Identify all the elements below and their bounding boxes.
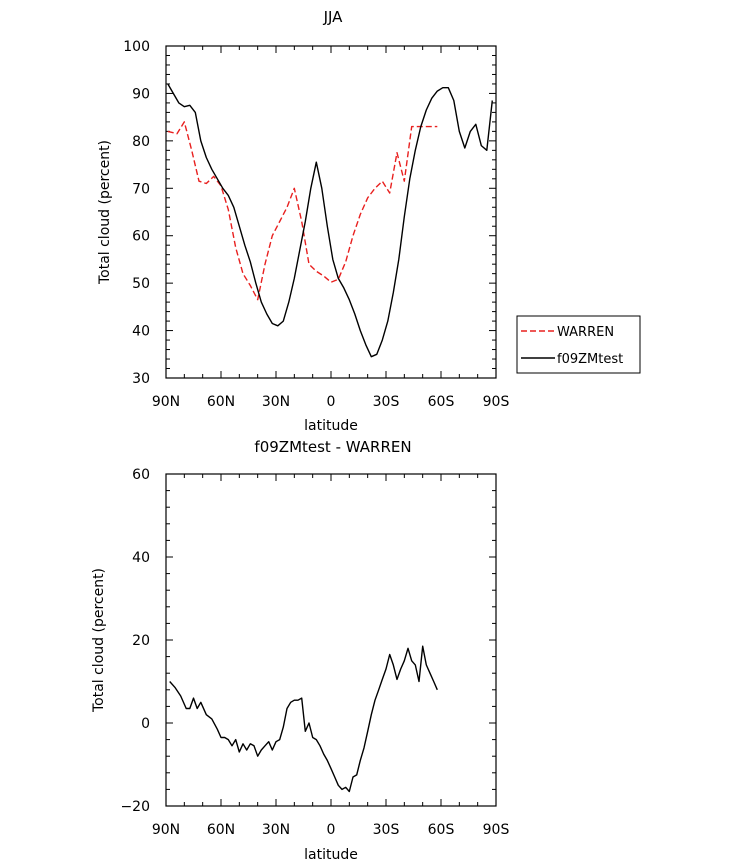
top-x-tick-label: 30S xyxy=(373,394,400,410)
bottom-x-tick-label: 30S xyxy=(373,822,400,838)
bottom-x-axis-title: latitude xyxy=(304,847,358,863)
top-x-tick-label: 90N xyxy=(152,394,180,410)
legend-box xyxy=(516,315,641,374)
bottom-y-ticks: −20 0 20 40 60 xyxy=(120,467,496,815)
bottom-y-tick-label: 20 xyxy=(132,633,150,649)
bottom-y-tick-label: 60 xyxy=(132,467,150,483)
bottom-y-tick-label: −20 xyxy=(120,799,150,815)
bottom-x-ticks: 90N 60N 30N 0 30S 60S 90S xyxy=(152,474,510,838)
top-y-tick-label: 100 xyxy=(123,39,150,55)
top-plot-frame xyxy=(165,45,497,379)
top-y-tick-label: 50 xyxy=(132,276,150,292)
bottom-x-tick-label: 60N xyxy=(207,822,235,838)
bottom-x-tick-label: 0 xyxy=(327,822,336,838)
bottom-x-tick-label: 30N xyxy=(262,822,290,838)
top-y-tick-label: 60 xyxy=(132,229,150,245)
top-x-ticks: 90N 60N 30N 0 30S 60S 90S xyxy=(152,46,510,410)
bottom-y-axis-title: Total cloud (percent) xyxy=(91,568,107,713)
bottom-y-tick-label: 40 xyxy=(132,550,150,566)
top-y-tick-label: 90 xyxy=(132,86,150,102)
top-series-line-f09zmtest xyxy=(167,83,493,358)
top-y-tick-label: 70 xyxy=(132,181,150,197)
top-x-axis-title: latitude xyxy=(304,418,358,434)
bottom-panel: f09ZMtest - WARREN −20 0 20 40 60 90N 60N 30N 0… xyxy=(91,438,509,863)
bottom-plot-frame xyxy=(165,473,497,807)
legend-label-f09zmtest: f09ZMtest xyxy=(557,352,623,367)
legend: WARREN f09ZMtest xyxy=(516,315,641,374)
top-x-tick-label: 90S xyxy=(483,394,510,410)
bottom-panel-title: f09ZMtest - WARREN xyxy=(254,438,411,456)
top-y-tick-label: 30 xyxy=(132,371,150,387)
bottom-x-tick-label: 90N xyxy=(152,822,180,838)
top-x-tick-label: 60S xyxy=(428,394,455,410)
bottom-x-tick-label: 60S xyxy=(428,822,455,838)
top-y-tick-label: 40 xyxy=(132,324,150,340)
bottom-x-tick-label: 90S xyxy=(483,822,510,838)
bottom-y-tick-label: 0 xyxy=(141,716,150,732)
top-y-axis-title: Total cloud (percent) xyxy=(97,140,113,285)
top-x-tick-label: 0 xyxy=(327,394,336,410)
top-y-tick-label: 80 xyxy=(132,134,150,150)
top-series-group xyxy=(167,83,493,358)
top-series-line-warren xyxy=(167,121,438,301)
bottom-series-group xyxy=(169,645,438,793)
top-y-ticks: 30 40 50 60 70 80 90 100 xyxy=(123,39,496,387)
legend-label-warren: WARREN xyxy=(557,325,614,340)
top-x-tick-label: 30N xyxy=(262,394,290,410)
top-panel-title: JJA xyxy=(323,8,344,26)
top-x-tick-label: 60N xyxy=(207,394,235,410)
bottom-series-line-difference xyxy=(169,645,438,793)
